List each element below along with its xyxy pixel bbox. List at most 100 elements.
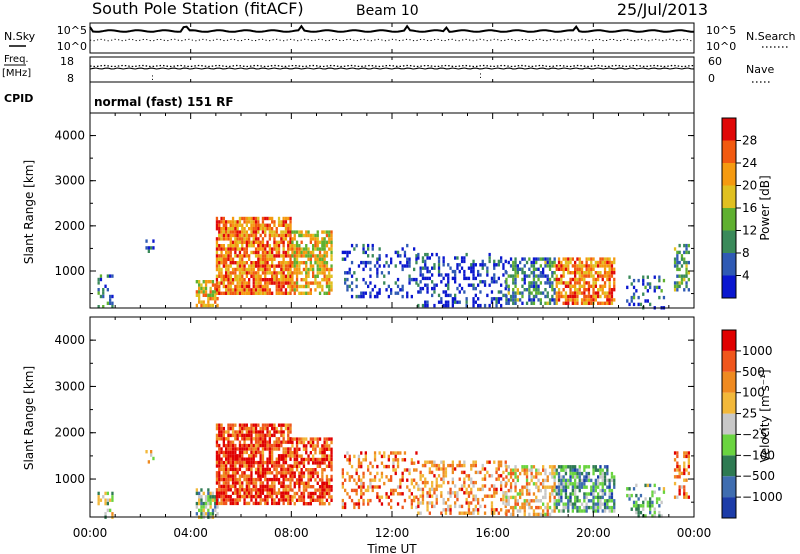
echo-cell: [273, 254, 276, 258]
echo-cell: [257, 254, 260, 258]
echo-cell: [245, 274, 248, 278]
echo-cell: [293, 474, 296, 479]
echo-cell: [227, 447, 230, 451]
echo-cell: [578, 257, 581, 261]
echo-cell: [243, 426, 246, 431]
echo-cell: [268, 216, 271, 221]
echo-cell: [287, 491, 290, 495]
echo-cell: [325, 267, 329, 272]
echo-cell: [307, 461, 310, 465]
echo-cell: [479, 303, 482, 308]
echo-cell: [254, 237, 258, 241]
colorbar-tick-label: 1000: [742, 344, 773, 358]
echo-cell: [305, 485, 308, 489]
echo-cell: [564, 468, 568, 472]
echo-cell: [477, 487, 480, 492]
echo-cell: [284, 460, 288, 465]
echo-cell: [261, 237, 265, 241]
echo-cell: [305, 444, 308, 448]
echo-cell: [264, 471, 267, 475]
echo-cell: [234, 491, 237, 495]
echo-cell: [687, 277, 690, 282]
echo-cell: [530, 475, 533, 479]
echo-cell: [599, 288, 602, 292]
echo-cell: [209, 501, 212, 506]
echo-cell: [245, 467, 248, 472]
echo-cell: [560, 294, 563, 299]
echo-cell: [599, 465, 602, 469]
echo-cell: [236, 454, 239, 458]
echo-cell: [500, 303, 503, 308]
echo-cell: [528, 488, 531, 493]
echo-cell: [257, 227, 260, 231]
echo-cell: [467, 283, 471, 287]
echo-cell: [291, 451, 294, 455]
echo-cell: [676, 468, 679, 472]
echo-cell: [569, 502, 572, 506]
echo-cell: [610, 264, 614, 268]
echo-cell: [264, 264, 267, 268]
echo-cell: [676, 254, 679, 258]
echo-cell: [111, 498, 114, 502]
echo-cell: [428, 501, 431, 505]
echo-cell: [502, 477, 505, 481]
echo-cell: [264, 244, 267, 248]
echo-cell: [277, 220, 281, 224]
echo-cell: [576, 468, 579, 472]
echo-cell: [467, 474, 471, 478]
echo-cell: [220, 423, 223, 427]
echo-cell: [444, 283, 448, 287]
echo-cell: [435, 497, 438, 502]
echo-cell: [592, 502, 595, 506]
echo-cell: [601, 492, 604, 496]
echo-cell: [225, 254, 228, 258]
echo-cell: [222, 254, 225, 258]
echo-cell: [250, 464, 253, 468]
echo-cell: [238, 498, 242, 502]
echo-cell: [553, 257, 556, 261]
echo-cell: [350, 294, 354, 299]
echo-cell: [229, 433, 232, 438]
echo-cell: [321, 474, 324, 479]
echo-cell: [328, 495, 331, 499]
echo-cell: [557, 277, 561, 282]
echo-cell: [316, 284, 319, 289]
echo-cell: [519, 509, 522, 513]
echo-cell: [220, 227, 223, 231]
echo-cell: [238, 257, 242, 261]
echo-cell: [470, 487, 473, 492]
echo-cell: [433, 266, 436, 270]
echo-cell: [325, 454, 329, 458]
echo-cell: [231, 471, 235, 475]
echo-cell: [268, 267, 271, 272]
echo-cell: [222, 467, 225, 472]
echo-cell: [472, 460, 475, 464]
echo-cell: [451, 480, 454, 485]
echo-cell: [252, 291, 255, 295]
echo-cell: [373, 264, 377, 268]
echo-cell: [546, 502, 549, 506]
echo-cell: [207, 498, 210, 502]
echo-cell: [312, 498, 315, 502]
echo-cell: [373, 475, 377, 479]
echo-cell: [537, 471, 540, 476]
echo-cell: [305, 284, 308, 289]
echo-cell: [222, 464, 225, 468]
echo-cell: [261, 498, 265, 502]
echo-cell: [635, 500, 638, 505]
echo-cell: [231, 440, 235, 444]
echo-cell: [293, 461, 296, 465]
echo-cell: [106, 491, 109, 496]
echo-cell: [245, 491, 248, 495]
echo-cell: [571, 291, 574, 295]
echo-cell: [585, 257, 588, 261]
echo-cell: [442, 259, 445, 264]
power-ylabel: Slant Range [km]: [22, 160, 36, 264]
echo-cell: [236, 264, 239, 268]
echo-cell: [257, 278, 260, 282]
echo-cell: [227, 291, 230, 295]
echo-cell: [539, 499, 542, 503]
echo-cell: [590, 298, 593, 302]
echo-cell: [245, 230, 248, 234]
echo-cell: [280, 498, 283, 502]
